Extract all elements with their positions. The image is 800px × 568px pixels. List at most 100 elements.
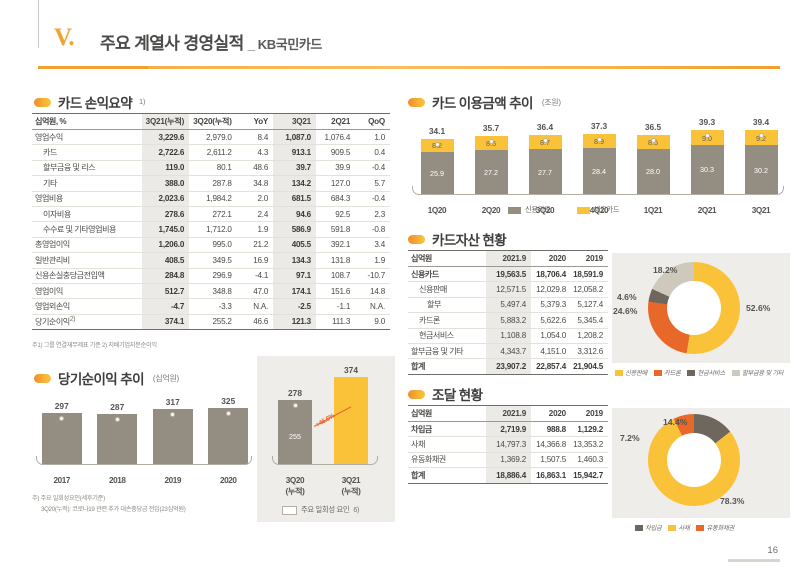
one-off-value-label: 255 (289, 431, 301, 441)
legend-label: 신용판매 (625, 370, 647, 377)
table-row: 당기순이익2) 374.1 255.2 46.6 121.3 111.3 9.0 (32, 314, 390, 331)
pnl-row-label: 할부금융 및 리스 (32, 160, 142, 177)
legend-swatch-icon (687, 369, 696, 376)
section-title-usage-label: 카드 이용금액 추이 (432, 96, 533, 111)
funding-cell: 1,129.2 (571, 421, 608, 438)
pnl-cell: 586.9 (273, 221, 316, 238)
pnl-cell: 47.0 (236, 283, 274, 300)
pnl-cell: 80.1 (189, 160, 237, 177)
table-row: 영업수익 3,229.6 2,979.0 8.4 1,087.0 1,076.4 1.0 (32, 129, 390, 146)
x-axis-label: 3Q20 (285, 476, 305, 485)
table-row: 유동화채권 1,369.2 1,507.5 1,460.3 (408, 452, 608, 469)
pnl-cell: 2,023.6 (141, 191, 190, 207)
pnl-row-label: 신용손실충당금전입액 (32, 268, 142, 284)
segment-value-check: 9.2 (756, 133, 766, 143)
pnl-cell: 8.4 (236, 129, 274, 146)
assets-row-label: 현금서비스 (408, 328, 486, 344)
legend-item: 체크카드 (576, 205, 620, 215)
section-title-pnl-label: 카드 손익요약 (58, 96, 133, 111)
pnl-row-label: 수수료 및 기타영업비용 (32, 221, 142, 238)
funding-table-body: 차입금 2,719.9 988.8 1,129.2 사채 14,797.3 14,366.8… (408, 421, 608, 484)
pnl-cell: 34.8 (236, 175, 274, 192)
assets-header-0: 십억원 (408, 250, 486, 267)
pnl-cell: N.A. (355, 298, 390, 315)
pnl-cell: 108.7 (315, 268, 356, 284)
pnl-cell: 9.0 (355, 314, 390, 331)
assets-row-label: 할부 (408, 297, 486, 314)
legend-swatch-icon (508, 206, 521, 214)
assets-cell: 19,563.5 (486, 266, 531, 283)
segment-value-credit: 27.7 (538, 167, 552, 177)
funding-row-label: 합계 (408, 467, 486, 484)
pnl-cell: 909.5 (315, 144, 356, 161)
funding-cell: 16,863.1 (531, 467, 571, 484)
pnl-row-label: 이자비용 (32, 206, 142, 223)
pnl-cell: 92.5 (315, 206, 356, 223)
pnl-row-label: 총영업이익 (32, 237, 142, 254)
table-row: 합계 18,886.4 16,863.1 15,942.7 (408, 467, 608, 484)
assets-cell: 4,343.7 (486, 343, 531, 360)
funding-row-label: 차입금 (408, 421, 486, 438)
pnl-cell: 512.7 (141, 283, 190, 300)
bar-segment-credit (690, 144, 724, 194)
pnl-cell: 111.3 (315, 314, 356, 331)
pnl-header-3: YoY (236, 113, 274, 130)
pnl-cell: 2.3 (355, 206, 390, 223)
table-row: 사채 14,797.3 14,366.8 13,353.2 (408, 436, 608, 453)
funding-cell: 1,460.3 (571, 452, 608, 469)
assets-cell: 18,591.9 (571, 266, 608, 283)
bar-value-label: 374 (344, 365, 358, 376)
funding-header-2: 2020 (531, 405, 571, 422)
pnl-cell: 681.5 (273, 191, 316, 207)
segment-value-credit: 28.0 (646, 167, 660, 177)
section-title-net-income: 당기순이익 추이 (십억원) (34, 368, 179, 388)
pnl-cell: 349.5 (189, 252, 237, 269)
pnl-row-label: 카드 (32, 144, 142, 161)
pnl-cell: 46.6 (236, 314, 274, 331)
x-axis-label: 4Q20 (589, 206, 609, 215)
section-title-pnl: 카드 손익요약 1) (34, 92, 145, 112)
assets-row-label: 카드론 (408, 312, 486, 329)
x-axis-label: 3Q21 (341, 476, 361, 485)
pnl-cell: 94.6 (273, 206, 316, 223)
pnl-row-label: 영업외손익 (32, 298, 142, 315)
pnl-cell: -4.7 (141, 298, 190, 315)
funding-cell: 13,353.2 (571, 436, 608, 453)
table-row: 영업외손익 -4.7 -3.3 N.A. -2.5 -1.1 N.A. (32, 298, 390, 315)
bar-marker-dot-icon (596, 136, 602, 142)
bar-total-label: 39.3 (698, 117, 716, 128)
legend-item: 신용카드 (508, 205, 551, 215)
legend-item: 현금서비스 (687, 368, 725, 377)
net-income-footnote-line2: 3Q20(누적): 코로나19 관련 추가 대손충당금 전입(23십억원) (41, 505, 186, 513)
legend-swatch-icon (731, 369, 740, 376)
pnl-cell: 405.5 (273, 237, 316, 254)
table-row: 차입금 2,719.9 988.8 1,129.2 (408, 421, 608, 438)
pnl-row-label: 영업이익 (32, 283, 142, 300)
bar (208, 407, 249, 464)
assets-row-label: 신용카드 (408, 266, 486, 283)
bar-marker-dot-icon (650, 137, 656, 143)
bar (334, 377, 368, 464)
pnl-cell: 591.8 (315, 221, 356, 238)
pnl-cell: 2.4 (236, 206, 274, 223)
funding-table-header-row: 십억원 2021.9 2020 2019 (408, 405, 608, 422)
bar-segment-credit (474, 149, 508, 194)
bar-total-label: 34.1 (428, 125, 446, 136)
funding-cell: 14,797.3 (486, 436, 531, 453)
funding-header-1: 2021.9 (486, 405, 531, 422)
pnl-header-5: 2Q21 (315, 113, 356, 130)
legend-item: 카드론 (653, 368, 681, 377)
section-title-assets: 카드자산 현황 (408, 229, 507, 249)
assets-cell: 5,127.4 (571, 297, 608, 314)
section-title-assets-label: 카드자산 현황 (432, 233, 507, 248)
table-row: 영업비용 2,023.6 1,984.2 2.0 681.5 684.3 -0.4 (32, 191, 390, 207)
segment-value-credit: 25.9 (430, 169, 444, 179)
pnl-table-body: 영업수익 3,229.6 2,979.0 8.4 1,087.0 1,076.4 1.0 카드… (32, 129, 390, 331)
pnl-header-1: 3Q21(누적) (141, 113, 190, 130)
one-off-legend-sup: 6) (353, 506, 359, 514)
pnl-cell: 913.1 (273, 144, 316, 161)
net-income-compare-chart: 278 255 3Q20 (누적) 374 3Q21 (누적) +46.6% (264, 365, 388, 496)
table-row: 할부 5,497.4 5,379.3 5,127.4 (408, 297, 608, 314)
assets-header-3: 2019 (571, 250, 608, 267)
legend-swatch-icon (615, 369, 623, 376)
